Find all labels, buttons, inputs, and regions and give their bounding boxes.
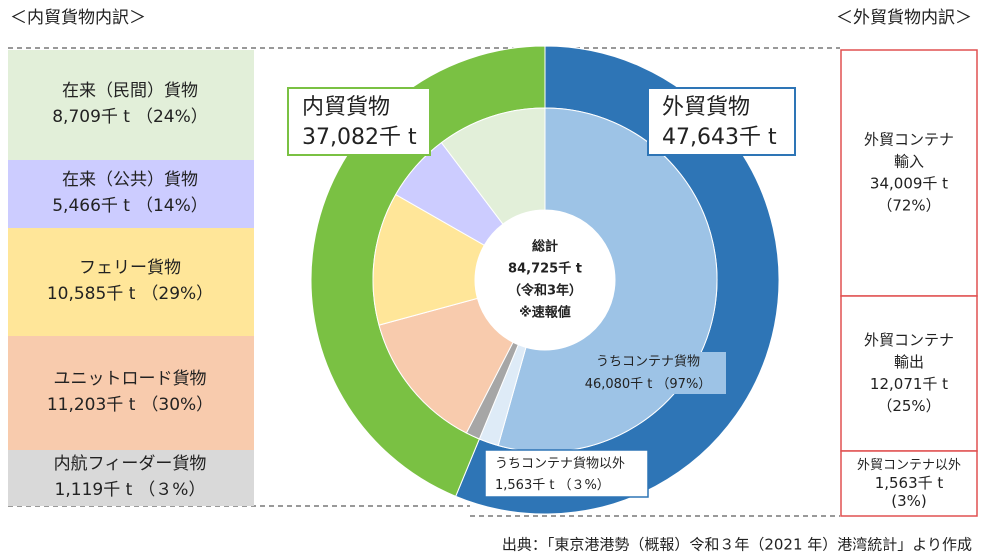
label-box (484, 449, 649, 498)
callout-name: 内貿貨物 (302, 95, 390, 120)
callout-value: 37,082千 t (302, 125, 417, 150)
panel-percent: （25%） (877, 397, 940, 415)
label-bg (570, 352, 726, 394)
callout-name: 外貿貨物 (662, 95, 750, 120)
value: 1,563千 t (495, 478, 554, 493)
panel-name: 輸出 (894, 353, 924, 371)
panel-percent: (3%) (891, 492, 927, 510)
label-name: うちコンテナ貨物以外 (495, 456, 625, 472)
panel (840, 295, 978, 452)
center-text: 総計 (532, 239, 558, 255)
panel-name: 輸入 (894, 153, 924, 171)
percent: （29%） (141, 284, 213, 304)
panel-name: 在来（民間）貨物 (62, 81, 198, 101)
value: 5,466千 t (52, 196, 130, 216)
panel (8, 160, 254, 228)
percent: （30%） (141, 395, 213, 415)
source: 出典：「東京港港勢（概報）令和３年（2021 年）港湾統計」より作成 (502, 536, 972, 554)
center-text: （令和3年） (508, 283, 582, 299)
center-hole (477, 212, 613, 348)
panel-name: ユニットロード貨物 (54, 369, 207, 389)
value: 8,709千 t (52, 107, 130, 127)
panel-value: 1,563千 t (875, 474, 944, 492)
label-value: 46,080千 t （97%） (585, 377, 712, 392)
panel-name: 外貿コンテナ以外 (857, 458, 961, 473)
panel (840, 49, 978, 297)
callout-box (647, 87, 796, 156)
percent: （97%） (656, 377, 711, 392)
panel-name: 内航フィーダー貨物 (54, 454, 207, 474)
callout-box (287, 87, 431, 156)
left-title: ＜内貿貨物内訳＞ (10, 8, 146, 28)
value: 46,080千 t (585, 377, 653, 392)
panel-name: 在来（公共）貨物 (62, 170, 198, 190)
panel-value: 12,071千 t (870, 375, 948, 393)
center-text: 84,725千 t (508, 261, 582, 277)
panel-value: 10,585千 t （29%） (47, 284, 213, 304)
panel-name: フェリー貨物 (79, 258, 181, 278)
panel (8, 50, 254, 160)
value: 10,585千 t (47, 284, 136, 304)
panel-value: 11,203千 t （30%） (47, 395, 213, 415)
callout-value: 47,643千 t (662, 125, 777, 150)
percent: （３%） (138, 480, 205, 500)
panel-value: 1,119千 t （３%） (55, 480, 206, 500)
center-text: ※速報値 (519, 305, 571, 321)
value: 1,119千 t (55, 480, 133, 500)
panel-value: 34,009千 t (870, 175, 948, 193)
panel (8, 228, 254, 336)
donut-slice (372, 193, 485, 326)
label-value: 1,563千 t （３%） (495, 478, 610, 493)
panel-value: 8,709千 t （24%） (52, 107, 208, 127)
panel-name: 外貿コンテナ (864, 331, 954, 349)
percent: （14%） (136, 196, 208, 216)
panel-name: 外貿コンテナ (864, 131, 954, 149)
percent: （24%） (136, 107, 208, 127)
value: 11,203千 t (47, 395, 136, 415)
donut-slice (378, 297, 514, 434)
panel (840, 450, 978, 517)
panel (8, 450, 254, 506)
panel (8, 336, 254, 450)
panel-percent: （72%） (877, 197, 940, 215)
donut-slice (440, 107, 546, 225)
percent: （３%） (558, 478, 609, 493)
panel-value: 5,466千 t （14%） (52, 196, 208, 216)
right-title: ＜外貿貨物内訳＞ (836, 8, 972, 28)
label-name: うちコンテナ貨物 (596, 354, 700, 370)
